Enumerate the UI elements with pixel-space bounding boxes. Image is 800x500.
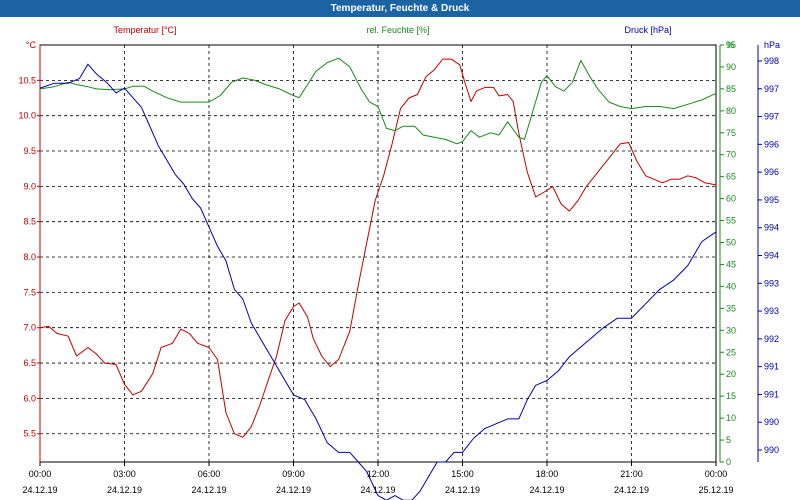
x-tick-label-date: 24.12.19 bbox=[107, 485, 142, 495]
chart-title: Temperatur, Feuchte & Druck bbox=[330, 3, 470, 14]
pressure-tick-label: 998 bbox=[764, 56, 779, 66]
humidity-tick-label: 35 bbox=[726, 303, 736, 313]
humidity-tick-label: 40 bbox=[726, 281, 736, 291]
temperature-tick-label: 6.0 bbox=[23, 393, 36, 403]
pressure-tick-label: 991 bbox=[764, 362, 779, 372]
chart: 00:00 24.12.19 03:00 24.12.19 06:00 24.12.19 0… bbox=[18, 25, 780, 500]
chart-title-bar: Temperatur, Feuchte & Druck bbox=[0, 0, 800, 17]
x-tick-label-date: 24.12.19 bbox=[22, 485, 57, 495]
pressure-tick-label: 991 bbox=[764, 389, 779, 399]
humidity-tick-label: 20 bbox=[726, 369, 736, 379]
temperature-tick-label: 10.5 bbox=[18, 75, 36, 85]
pressure-tick-label: 995 bbox=[764, 195, 779, 205]
temperature-tick-label: 7.0 bbox=[23, 323, 36, 333]
temperature-tick-label: 6.5 bbox=[23, 358, 36, 368]
series bbox=[39, 57, 717, 500]
humidity-tick-label: 60 bbox=[726, 194, 736, 204]
humidity-tick-label: 15 bbox=[726, 391, 736, 401]
humidity-unit-label: % bbox=[726, 40, 734, 50]
humidity-tick-label: 10 bbox=[726, 413, 736, 423]
x-tick-label-time: 15:00 bbox=[451, 469, 474, 479]
humidity-tick-label: 55 bbox=[726, 216, 736, 226]
humidity-tick-label: 25 bbox=[726, 347, 736, 357]
x-tick-label-date: 24.12.19 bbox=[360, 485, 395, 495]
pressure-tick-label: 990 bbox=[764, 417, 779, 427]
temperature-unit-label: °C bbox=[26, 40, 37, 50]
pressure-tick-label: 996 bbox=[764, 139, 779, 149]
humidity-series-line bbox=[39, 57, 717, 145]
x-tick-label-date: 24.12.19 bbox=[276, 485, 311, 495]
pressure-unit-label: hPa bbox=[764, 40, 780, 50]
pressure-tick-label: 990 bbox=[764, 445, 779, 455]
humidity-tick-label: 80 bbox=[726, 106, 736, 116]
grid bbox=[40, 45, 716, 462]
humidity-tick-label: 50 bbox=[726, 238, 736, 248]
pressure-tick-label: 996 bbox=[764, 167, 779, 177]
x-tick-label-time: 03:00 bbox=[113, 469, 136, 479]
temperature-tick-label: 9.0 bbox=[23, 181, 36, 191]
humidity-tick-label: 0 bbox=[726, 457, 731, 467]
labels: 00:00 24.12.19 03:00 24.12.19 06:00 24.12.19 0… bbox=[18, 25, 780, 495]
x-tick-label-time: 18:00 bbox=[536, 469, 559, 479]
x-tick-label-date: 25.12.19 bbox=[698, 485, 733, 495]
humidity-tick-label: 85 bbox=[726, 84, 736, 94]
pressure-series-line bbox=[39, 63, 717, 500]
axes bbox=[37, 44, 762, 466]
x-tick-label-time: 12:00 bbox=[367, 469, 390, 479]
humidity-tick-label: 5 bbox=[726, 435, 731, 445]
pressure-tick-label: 994 bbox=[764, 251, 779, 261]
pressure-tick-label: 993 bbox=[764, 306, 779, 316]
humidity-tick-label: 45 bbox=[726, 259, 736, 269]
temperature-tick-label: 5.5 bbox=[23, 429, 36, 439]
temperature-legend-label: Temperatur [°C] bbox=[113, 25, 176, 35]
temperature-series-line bbox=[39, 58, 717, 438]
temperature-tick-label: 7.5 bbox=[23, 287, 36, 297]
pressure-tick-label: 997 bbox=[764, 84, 779, 94]
x-tick-label-date: 24.12.19 bbox=[529, 485, 564, 495]
pressure-tick-label: 993 bbox=[764, 278, 779, 288]
humidity-tick-label: 30 bbox=[726, 325, 736, 335]
x-tick-label-date: 24.12.19 bbox=[191, 485, 226, 495]
temperature-tick-label: 10.0 bbox=[18, 111, 36, 121]
x-tick-label-time: 00:00 bbox=[29, 469, 52, 479]
x-tick-label-time: 06:00 bbox=[198, 469, 221, 479]
x-tick-label-time: 21:00 bbox=[620, 469, 643, 479]
pressure-tick-label: 994 bbox=[764, 223, 779, 233]
temperature-tick-label: 9.5 bbox=[23, 146, 36, 156]
humidity-tick-label: 75 bbox=[726, 128, 736, 138]
pressure-legend-label: Druck [hPa] bbox=[624, 25, 671, 35]
x-tick-label-time: 09:00 bbox=[282, 469, 305, 479]
temperature-tick-label: 8.5 bbox=[23, 217, 36, 227]
humidity-tick-label: 65 bbox=[726, 172, 736, 182]
humidity-legend-label: rel. Feuchte [%] bbox=[366, 25, 429, 35]
x-tick-label-date: 24.12.19 bbox=[614, 485, 649, 495]
humidity-tick-label: 90 bbox=[726, 62, 736, 72]
pressure-tick-label: 992 bbox=[764, 334, 779, 344]
pressure-tick-label: 997 bbox=[764, 112, 779, 122]
temperature-tick-label: 8.0 bbox=[23, 252, 36, 262]
x-tick-label-time: 00:00 bbox=[705, 469, 728, 479]
humidity-tick-label: 95 bbox=[726, 40, 736, 50]
x-tick-label-date: 24.12.19 bbox=[445, 485, 480, 495]
humidity-tick-label: 70 bbox=[726, 150, 736, 160]
